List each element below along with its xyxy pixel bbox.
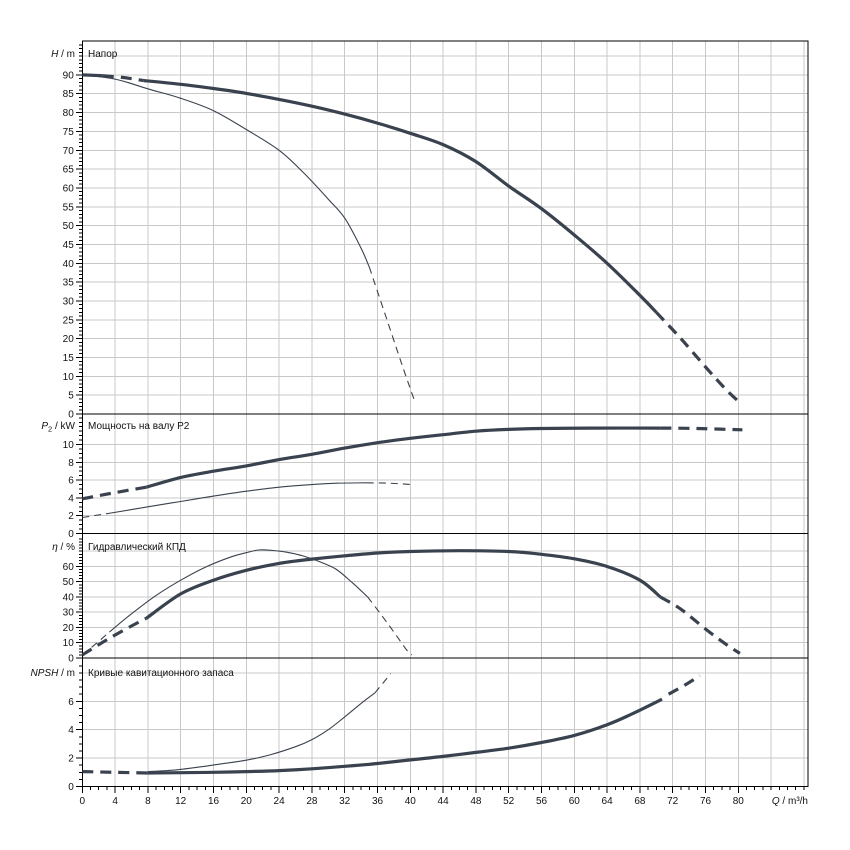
head-y-tick-label: 45: [63, 240, 75, 251]
head-secondary-pump-curve-dashed: [368, 266, 416, 403]
efficiency-y-tick-label: 10: [63, 638, 75, 649]
npsh-axis-unit-label: NPSH / m: [31, 668, 75, 679]
head-y-tick-label: 10: [63, 372, 75, 383]
power-secondary-power-curve-dashed: [82, 512, 112, 519]
head-y-tick-label: 85: [63, 89, 75, 100]
efficiency-y-tick-label: 30: [63, 608, 75, 619]
head-y-tick-label: 35: [63, 278, 75, 289]
gridlines: [82, 41, 808, 787]
head-y-tick-label: 0: [68, 410, 74, 421]
power-axis-unit-label: P2 / kW: [41, 421, 75, 434]
tick-labels: 0510152025303540455055606570758085900246…: [63, 70, 745, 807]
head-y-tick-label: 30: [63, 296, 75, 307]
x-tick-label: 4: [112, 796, 118, 807]
power-y-tick-label: 2: [68, 511, 74, 522]
x-tick-label: 72: [667, 796, 679, 807]
efficiency-secondary-efficiency-curve-dashed: [82, 631, 110, 656]
power-y-tick-label: 8: [68, 458, 74, 469]
head-y-tick-label: 80: [63, 108, 75, 119]
power-primary-power-curve-solid: [145, 426, 661, 489]
efficiency-chart-title: Гидравлический КПД: [88, 542, 186, 553]
npsh-secondary-npsh-curve-dashed: [374, 673, 392, 694]
head-y-tick-label: 20: [63, 334, 75, 345]
head-y-tick-label: 90: [63, 70, 75, 81]
npsh-y-tick-label: 0: [68, 782, 74, 793]
x-tick-label: 24: [274, 796, 286, 807]
efficiency-y-tick-label: 50: [63, 577, 75, 588]
head-y-tick-label: 75: [63, 127, 75, 138]
head-primary-pump-curve-solid: [143, 79, 658, 314]
efficiency-primary-efficiency-curve-dashed: [82, 616, 148, 657]
power-secondary-power-curve-solid: [110, 482, 367, 514]
x-tick-label: 16: [208, 796, 220, 807]
head-secondary-pump-curve-solid: [82, 74, 370, 268]
x-tick-label: 44: [438, 796, 450, 807]
npsh-secondary-npsh-curve-solid: [147, 692, 376, 773]
panel-borders: [81, 40, 809, 787]
npsh-y-tick-label: 2: [68, 754, 74, 765]
power-primary-power-curve-dashed: [660, 426, 743, 432]
power-primary-power-curve-dashed: [82, 485, 147, 501]
efficiency-y-tick-label: 40: [63, 592, 75, 603]
x-tick-label: 36: [372, 796, 384, 807]
x-tick-label: 64: [602, 796, 614, 807]
npsh-chart-title: Кривые кавитационного запаса: [88, 668, 234, 679]
power-secondary-power-curve-dashed: [366, 482, 412, 486]
head-y-tick-label: 15: [63, 353, 75, 364]
x-tick-label: 80: [733, 796, 745, 807]
head-y-tick-label: 40: [63, 259, 75, 270]
head-y-tick-label: 60: [63, 183, 75, 194]
axis-ticks: [75, 44, 805, 793]
x-axis-unit-label: Q / m³/h: [772, 796, 808, 807]
efficiency-axis-unit-label: η / %: [52, 542, 75, 553]
curves: [82, 73, 743, 775]
x-tick-label: 60: [569, 796, 581, 807]
x-tick-label: 8: [145, 796, 151, 807]
chart-render-root: 0510152025303540455055606570758085900246…: [63, 40, 809, 807]
x-tick-label: 68: [634, 796, 646, 807]
x-tick-label: 48: [470, 796, 482, 807]
head-y-tick-label: 25: [63, 315, 75, 326]
power-y-tick-label: 0: [68, 529, 74, 540]
efficiency-secondary-efficiency-curve-dashed: [367, 596, 413, 656]
x-tick-label: 0: [80, 796, 86, 807]
efficiency-y-tick-label: 0: [68, 654, 74, 665]
head-y-tick-label: 55: [63, 202, 75, 213]
head-y-tick-label: 70: [63, 146, 75, 157]
x-tick-label: 28: [306, 796, 318, 807]
x-tick-label: 12: [175, 796, 187, 807]
x-tick-label: 52: [503, 796, 515, 807]
head-primary-pump-curve-dashed: [102, 74, 145, 83]
efficiency-primary-efficiency-curve-dashed: [659, 595, 741, 655]
efficiency-secondary-efficiency-curve-solid: [109, 549, 369, 633]
head-primary-pump-curve-dashed: [655, 311, 742, 405]
x-tick-label: 56: [536, 796, 548, 807]
efficiency-y-tick-label: 20: [63, 623, 75, 634]
npsh-primary-npsh-curve-dashed: [667, 674, 701, 696]
power-y-tick-label: 4: [68, 493, 74, 504]
head-y-tick-label: 65: [63, 165, 75, 176]
x-tick-label: 32: [339, 796, 351, 807]
power-y-tick-label: 10: [63, 440, 75, 451]
head-y-tick-label: 5: [68, 391, 74, 402]
npsh-primary-npsh-curve-solid: [147, 697, 663, 775]
power-y-tick-label: 6: [68, 476, 74, 487]
npsh-y-tick-label: 6: [68, 697, 74, 708]
head-chart-title: Напор: [88, 49, 118, 60]
npsh-primary-npsh-curve-dashed: [82, 770, 148, 775]
head-y-tick-label: 50: [63, 221, 75, 232]
npsh-y-tick-label: 4: [68, 725, 74, 736]
efficiency-y-tick-label: 60: [63, 562, 75, 573]
power-chart-title: Мощность на валу P2: [88, 421, 190, 432]
efficiency-primary-efficiency-curve-solid: [145, 549, 662, 620]
head-axis-unit-label: H / m: [51, 49, 75, 60]
x-tick-label: 76: [700, 796, 712, 807]
x-tick-label: 20: [241, 796, 253, 807]
x-tick-label: 40: [405, 796, 417, 807]
